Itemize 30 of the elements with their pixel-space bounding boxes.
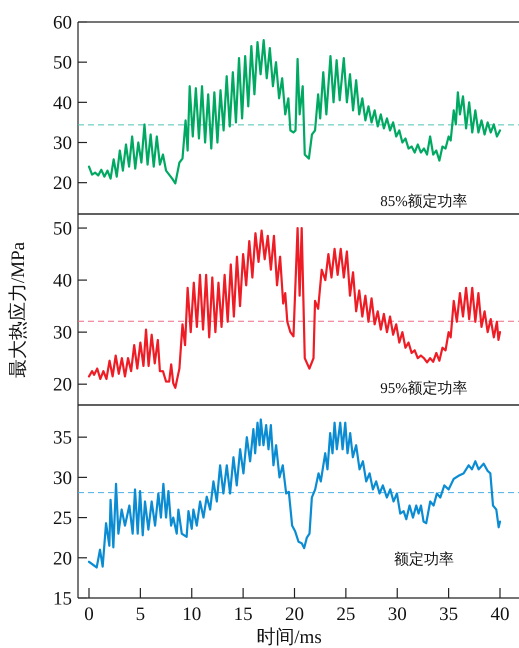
- x-tick-label: 30: [388, 604, 407, 625]
- y-tick-label: 50: [53, 52, 72, 74]
- x-tick-label: 35: [439, 604, 458, 625]
- y-tick-label: 20: [53, 173, 72, 194]
- x-tick-label: 5: [136, 604, 146, 625]
- y-tick-label: 25: [53, 508, 72, 530]
- line-series: [88, 38, 502, 185]
- x-tick-label: 20: [284, 604, 304, 625]
- x-axis-title: 时间/ms: [256, 627, 322, 648]
- y-axis-title: 最大热应力/MPa: [7, 241, 29, 378]
- y-tick-label: 35: [53, 428, 72, 449]
- y-tick-label: 20: [53, 548, 72, 570]
- y-tick-label: 20: [53, 374, 72, 396]
- y-tick-label: 40: [53, 270, 72, 292]
- line-series: [88, 418, 502, 569]
- y-tick-label: 60: [53, 12, 72, 34]
- annotation: 85%额定功率: [380, 193, 468, 210]
- y-tick-label: 30: [53, 133, 72, 154]
- y-tick-label: 40: [53, 92, 72, 114]
- annotation: 95%额定功率: [380, 380, 468, 397]
- y-tick-label: 50: [53, 218, 72, 240]
- x-tick-label: 10: [182, 604, 202, 625]
- annotation: 额定功率: [394, 551, 454, 568]
- x-tick-label: 40: [490, 604, 510, 625]
- x-tick-label: 25: [336, 604, 356, 625]
- y-tick-label: 30: [53, 322, 72, 344]
- y-tick-label: 30: [53, 468, 72, 489]
- x-tick-label: 15: [234, 604, 253, 625]
- y-tick-label: 15: [53, 588, 72, 610]
- x-tick-label: 0: [84, 604, 94, 625]
